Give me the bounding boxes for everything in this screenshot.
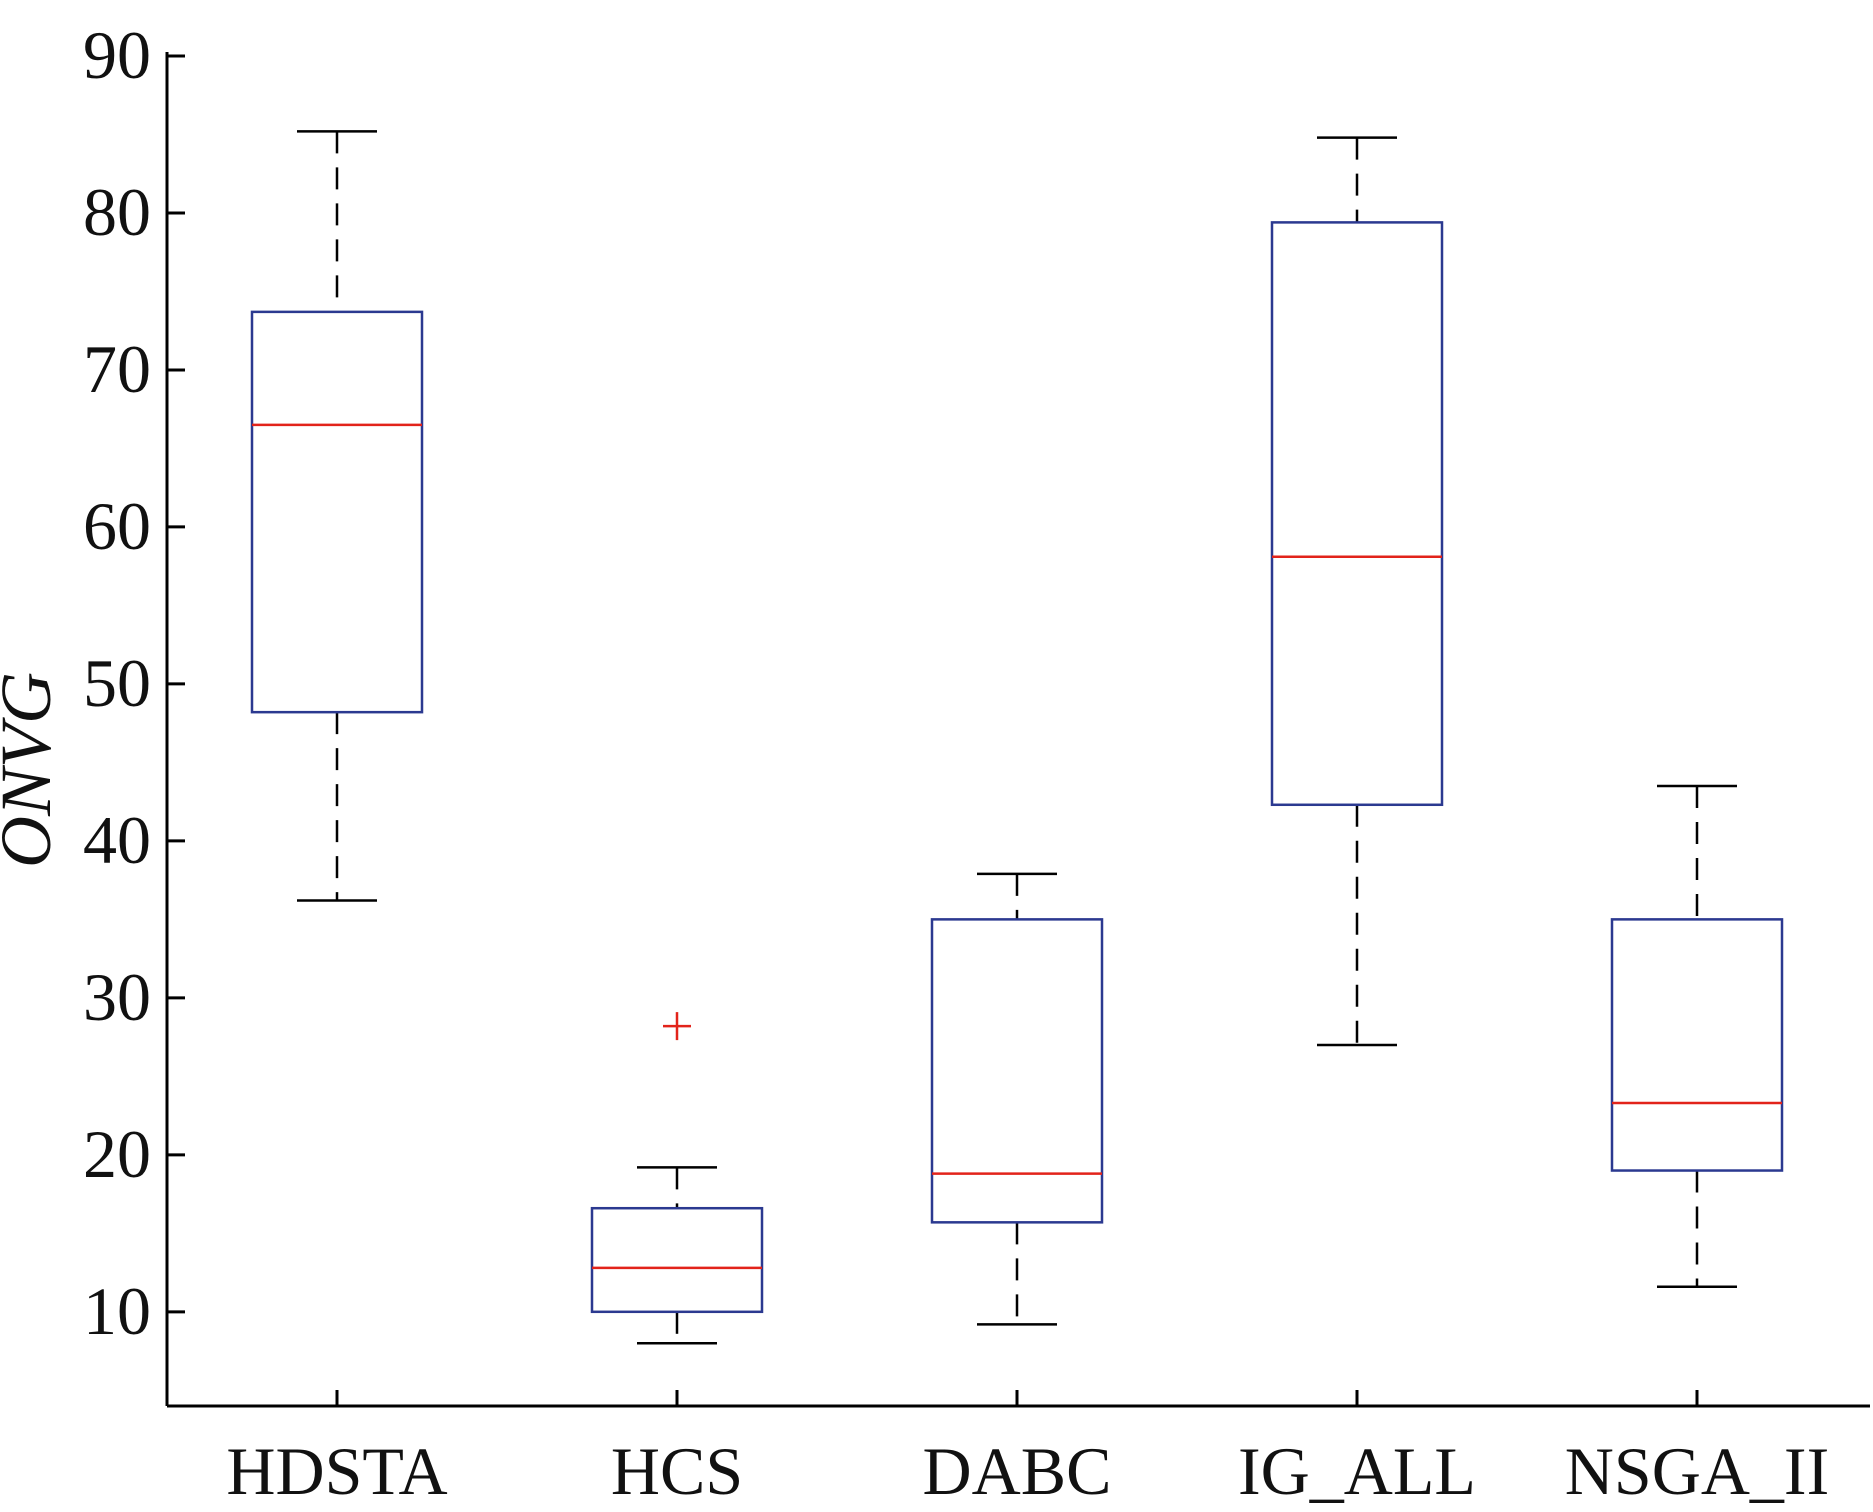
y-tick-label: 20	[83, 1116, 151, 1192]
x-tick-label: HCS	[611, 1433, 743, 1509]
y-tick-label: 50	[83, 645, 151, 721]
y-tick-label: 60	[83, 488, 151, 564]
y-tick-label: 70	[83, 331, 151, 407]
iqr-box	[250, 310, 424, 714]
iqr-box	[590, 1206, 764, 1314]
y-axis-title: ONVG	[0, 672, 66, 868]
box-group-ig_all	[1270, 136, 1444, 1047]
x-tick-label: HDSTA	[226, 1433, 447, 1509]
y-tick-label: 90	[83, 17, 151, 93]
y-tick-label: 80	[83, 174, 151, 250]
iqr-box	[930, 918, 1104, 1224]
box-group-hcs	[590, 1012, 764, 1345]
outlier-marker	[663, 1012, 691, 1041]
box-group-hdsta	[250, 130, 424, 902]
y-tick-label: 40	[83, 802, 151, 878]
x-tick-label: IG_ALL	[1238, 1433, 1476, 1509]
y-tick-label: 10	[83, 1273, 151, 1349]
axes: 10 20 30 40 50 60 70 80 90 HDSTA HCS DABC IG_ALL NSGA…	[83, 17, 1870, 1509]
box-group-dabc	[930, 872, 1104, 1326]
plot-area	[250, 130, 1784, 1345]
box-group-nsga_ii	[1610, 784, 1784, 1288]
y-tick-label: 30	[83, 959, 151, 1035]
iqr-box	[1270, 221, 1444, 807]
iqr-box	[1610, 918, 1784, 1172]
x-tick-label: DABC	[923, 1433, 1112, 1509]
x-tick-label: NSGA_II	[1565, 1433, 1829, 1509]
